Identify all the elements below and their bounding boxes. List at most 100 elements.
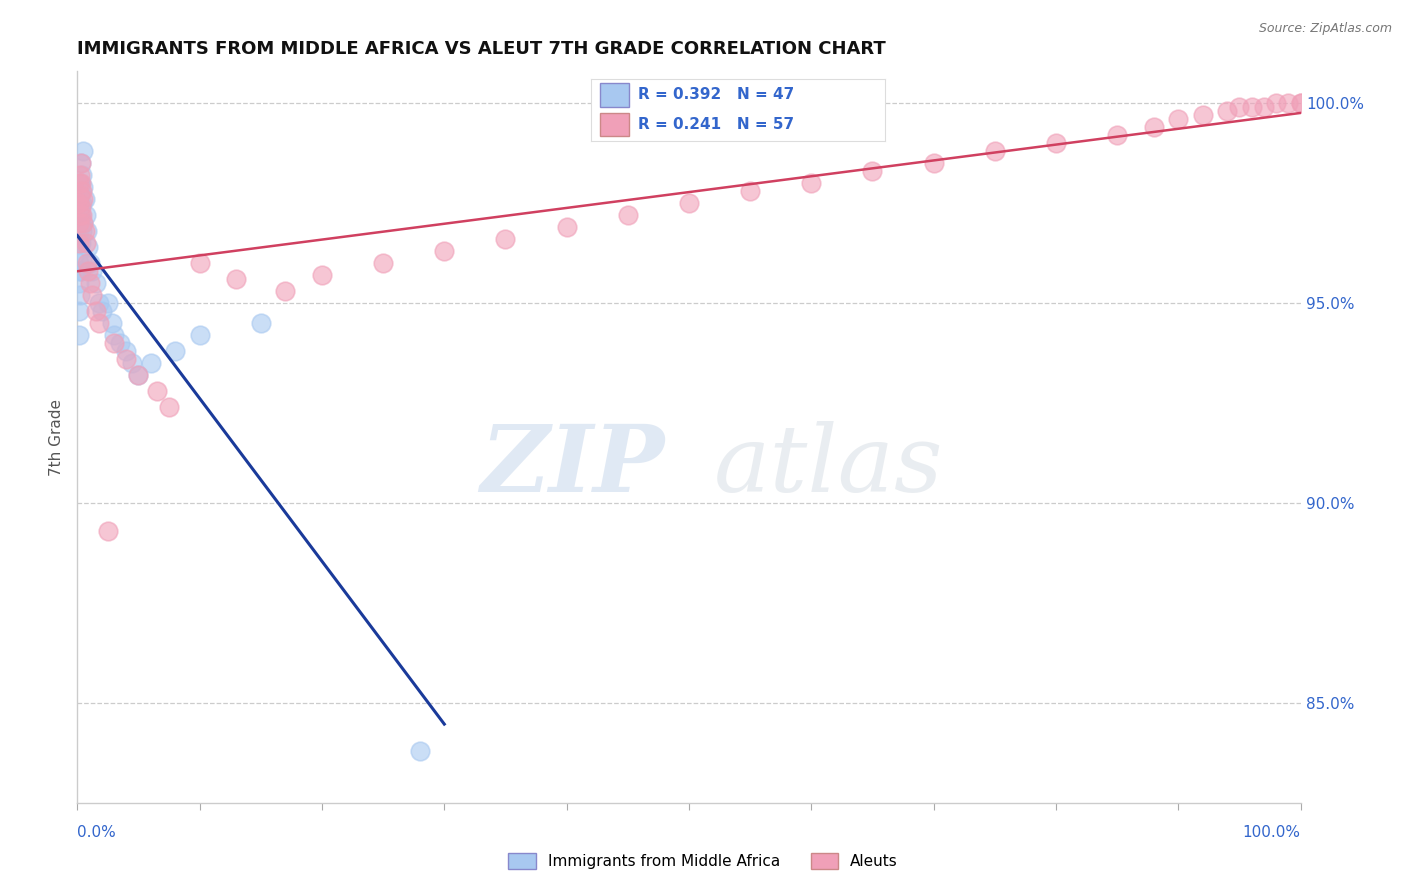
Point	[69, 169, 91, 183]
Point	[70, 236, 93, 251]
Point	[495, 232, 517, 246]
Point	[1107, 128, 1129, 143]
Point	[75, 236, 97, 251]
Point	[69, 208, 91, 222]
Point	[188, 256, 211, 270]
Point	[1143, 120, 1166, 135]
Point	[67, 276, 90, 290]
Point	[225, 272, 247, 286]
Point	[90, 304, 112, 318]
Point	[70, 252, 93, 267]
Point	[73, 224, 96, 238]
Point	[75, 208, 97, 222]
Point	[70, 224, 93, 238]
Point	[67, 184, 90, 198]
Text: IMMIGRANTS FROM MIDDLE AFRICA VS ALEUT 7TH GRADE CORRELATION CHART: IMMIGRANTS FROM MIDDLE AFRICA VS ALEUT 7…	[77, 40, 886, 58]
Point	[100, 316, 122, 330]
Point	[128, 368, 150, 383]
Point	[66, 236, 89, 251]
Point	[72, 216, 94, 230]
Point	[1277, 96, 1299, 111]
Text: Source: ZipAtlas.com: Source: ZipAtlas.com	[1258, 22, 1392, 36]
Point	[862, 164, 884, 178]
Text: 0.0%: 0.0%	[77, 825, 117, 840]
Point	[97, 296, 120, 310]
Point	[67, 256, 90, 270]
Point	[72, 216, 94, 230]
Point	[89, 296, 111, 310]
Point	[72, 192, 94, 206]
Text: atlas: atlas	[713, 421, 943, 511]
Point	[1229, 100, 1251, 114]
Point	[84, 304, 107, 318]
Point	[70, 208, 93, 222]
Point	[70, 176, 93, 190]
Point	[115, 352, 138, 367]
Point	[77, 264, 100, 278]
Point	[69, 188, 91, 202]
Point	[555, 220, 578, 235]
Point	[80, 264, 103, 278]
Point	[108, 336, 131, 351]
Point	[1265, 96, 1288, 111]
Point	[146, 384, 169, 398]
Point	[67, 216, 90, 230]
Point	[1289, 96, 1312, 111]
Point	[678, 196, 700, 211]
Point	[1240, 100, 1263, 114]
Point	[69, 216, 91, 230]
Point	[77, 240, 100, 254]
Point	[69, 236, 91, 251]
Point	[70, 264, 93, 278]
Point	[80, 288, 103, 302]
Point	[70, 156, 93, 170]
Point	[69, 176, 91, 190]
Point	[103, 336, 125, 351]
Point	[67, 236, 90, 251]
Point	[67, 208, 90, 222]
Point	[69, 196, 91, 211]
Point	[617, 208, 640, 222]
Point	[188, 328, 211, 343]
Point	[70, 200, 93, 214]
Point	[70, 184, 93, 198]
Point	[67, 304, 90, 318]
Point	[70, 184, 93, 198]
Point	[84, 276, 107, 290]
Point	[70, 156, 93, 170]
Text: ZIP: ZIP	[481, 421, 665, 511]
Point	[165, 344, 187, 359]
Point	[76, 256, 98, 270]
Point	[128, 368, 150, 383]
Point	[115, 344, 138, 359]
Point	[1289, 96, 1312, 111]
Point	[433, 244, 456, 259]
Point	[76, 224, 98, 238]
Y-axis label: 7th Grade: 7th Grade	[49, 399, 65, 475]
Point	[69, 264, 91, 278]
Point	[1191, 108, 1213, 122]
Point	[371, 256, 394, 270]
Point	[1167, 112, 1189, 127]
Point	[139, 356, 162, 370]
Point	[103, 328, 125, 343]
Text: 100.0%: 100.0%	[1243, 825, 1301, 840]
Point	[274, 284, 297, 298]
Point	[66, 196, 89, 211]
Point	[72, 145, 94, 159]
Point	[72, 180, 94, 194]
Point	[67, 328, 90, 343]
Point	[70, 196, 93, 211]
Point	[121, 356, 143, 370]
Point	[409, 744, 432, 758]
Point	[922, 156, 945, 170]
Point	[73, 192, 96, 206]
Legend: Immigrants from Middle Africa, Aleuts: Immigrants from Middle Africa, Aleuts	[502, 847, 904, 875]
Point	[1045, 136, 1067, 151]
Point	[79, 256, 101, 270]
Point	[69, 288, 91, 302]
Point	[157, 400, 180, 414]
Point	[311, 268, 333, 283]
Point	[70, 169, 93, 183]
Point	[70, 208, 93, 222]
